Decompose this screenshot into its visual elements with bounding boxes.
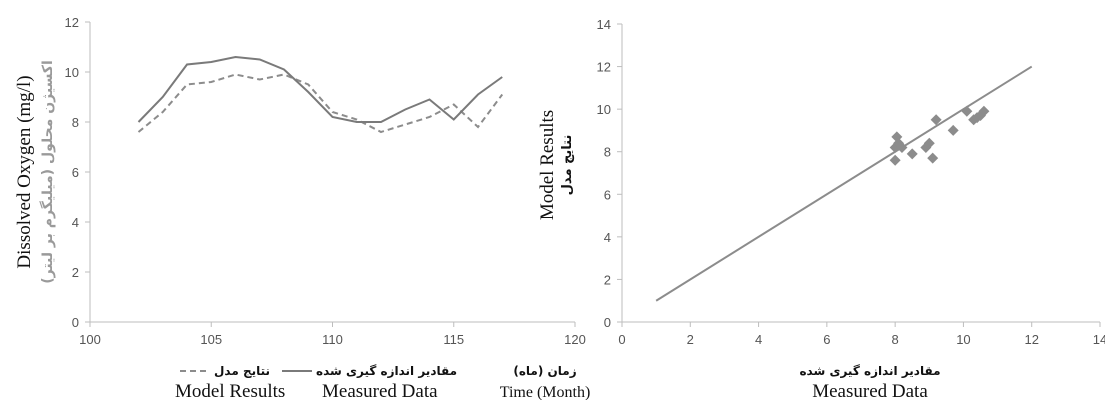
right-x-tick-label: 8 — [892, 332, 899, 347]
right-x-tick-label: 12 — [1024, 332, 1038, 347]
left-x-tick-label: 120 — [564, 332, 586, 347]
left-x-tick-label: 115 — [443, 332, 464, 347]
right-y-tick-label: 8 — [604, 145, 611, 160]
scatter-point — [923, 137, 935, 149]
left-x-tick-label: 100 — [79, 332, 101, 347]
legend-model-results-fa: نتایج مدل — [214, 364, 270, 378]
scatter-point — [927, 152, 939, 164]
right-y-tick-label: 12 — [597, 60, 611, 75]
left-y-tick-label: 6 — [72, 165, 79, 180]
right-x-tick-label: 0 — [618, 332, 625, 347]
scatter-point — [978, 105, 990, 117]
left-x-tick-label: 105 — [200, 332, 222, 347]
scatter-point — [896, 141, 908, 153]
left-y-tick-label: 12 — [65, 15, 79, 30]
right-y-tick-label: 10 — [597, 102, 611, 117]
right-xlabel: Measured Data — [812, 381, 928, 400]
left-ylabel-fa: اکسیژن محلول (میلیگرم بر لیتر) — [39, 60, 56, 284]
left-y-tick-label: 8 — [72, 115, 79, 130]
series-line-model-results — [137, 73, 504, 134]
right-y-tick-label: 0 — [604, 315, 611, 330]
right-xlabel-fa: مقادیر اندازه گیری شده — [799, 364, 940, 378]
right-y-tick-label: 14 — [597, 17, 611, 32]
right-x-tick-label: 2 — [687, 332, 694, 347]
scatter-point — [947, 124, 959, 136]
right-x-tick-label: 10 — [956, 332, 970, 347]
left-y-tick-label: 0 — [72, 315, 79, 330]
time-series-chart: 100 105 110 115 120 0 2 4 6 8 10 12 Dissolved Oxyge… — [14, 15, 590, 400]
scatter-point — [906, 148, 918, 160]
series-line-measured-data — [137, 55, 503, 123]
scatter-point — [930, 114, 942, 126]
right-x-tick-label: 14 — [1093, 332, 1105, 347]
left-y-tick-label: 10 — [65, 65, 79, 80]
scatter-chart: 0 2 4 6 8 10 12 14 0 2 4 6 8 10 12 14 Model Results نتا… — [537, 17, 1105, 400]
left-x-tick-label: 110 — [322, 332, 343, 347]
right-ylabel-fa: نتایج مدل — [560, 135, 575, 196]
scatter-point — [961, 105, 973, 117]
scatter-point — [889, 154, 901, 166]
left-xlabel-fa: زمان (ماه) — [513, 364, 576, 378]
right-x-tick-label: 6 — [823, 332, 830, 347]
legend-measured-data: Measured Data — [322, 381, 438, 400]
right-x-tick-label: 4 — [755, 332, 762, 347]
left-y-tick-label: 4 — [72, 215, 79, 230]
right-ylabel: Model Results — [537, 110, 558, 220]
left-xlabel: Time (Month) — [500, 384, 591, 400]
left-ylabel: Dissolved Oxygen (mg/l) — [14, 75, 35, 268]
legend-measured-data-fa: مقادیر اندازه گیری شده — [316, 364, 457, 378]
left-y-tick-label: 2 — [72, 265, 79, 280]
legend-model-results: Model Results — [175, 381, 285, 400]
right-y-tick-label: 4 — [604, 230, 611, 245]
right-y-tick-label: 6 — [604, 187, 611, 202]
reference-line — [655, 65, 1033, 302]
right-y-tick-label: 2 — [604, 272, 611, 287]
